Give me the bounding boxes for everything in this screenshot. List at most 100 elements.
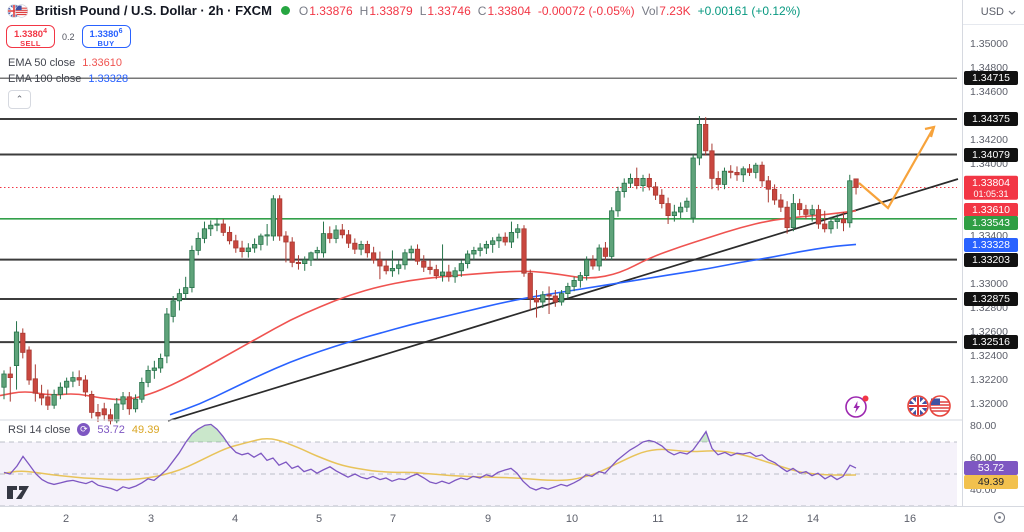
candle	[364, 243, 370, 254]
candle	[753, 164, 759, 173]
buy-price: 1.3380	[89, 29, 119, 41]
candle	[264, 234, 270, 237]
candle	[571, 279, 577, 287]
price-scale-tick: 1.33000	[970, 278, 1008, 290]
candle	[414, 248, 421, 262]
candle	[621, 182, 627, 192]
candle	[277, 198, 283, 237]
candle	[95, 411, 101, 417]
candle	[439, 271, 446, 276]
time-axis-label: 9	[484, 513, 492, 525]
sell-button[interactable]: 1.33804 SELL	[6, 25, 55, 48]
candle	[809, 209, 815, 215]
candle	[233, 240, 239, 249]
price-chart-canvas[interactable]	[0, 0, 962, 506]
candle	[465, 253, 471, 264]
candle	[320, 233, 327, 254]
candle	[815, 209, 822, 225]
forecast-arrow[interactable]	[858, 126, 935, 210]
open-label: O	[298, 3, 309, 18]
candle	[546, 294, 552, 297]
candle	[508, 231, 515, 243]
open-value: 1.33876	[309, 3, 353, 18]
candle	[139, 381, 145, 400]
candle	[590, 259, 596, 267]
candle	[345, 234, 352, 244]
candle	[82, 379, 89, 393]
candle	[853, 178, 859, 188]
time-axis-label: 11	[652, 513, 664, 525]
candle	[659, 194, 665, 204]
ema50-legend[interactable]: EMA 50 close 1.33610	[8, 57, 122, 69]
rsi-refresh-icon[interactable]: ⟳	[77, 423, 91, 436]
candle	[784, 206, 790, 228]
scale-reset-icon[interactable]	[993, 511, 1006, 529]
candle	[847, 180, 853, 224]
uk-flag-icon	[907, 395, 929, 417]
price-levels	[0, 77, 957, 344]
candle	[220, 223, 226, 233]
candle	[151, 367, 157, 371]
pair-flags-badge[interactable]	[907, 395, 951, 422]
price-label-pill: 1.34079	[964, 147, 1018, 162]
collapse-pane-button[interactable]: ⌃	[8, 90, 31, 109]
candle	[640, 177, 646, 186]
candles-layer	[1, 116, 859, 425]
price-label-pill: 1.34715	[964, 71, 1018, 86]
candle	[527, 272, 533, 299]
candle	[458, 263, 464, 272]
candle	[314, 249, 320, 254]
candle	[822, 223, 828, 230]
time-axis[interactable]: 2 3 4 5 7 9 10 11 12 14 16	[0, 506, 1024, 532]
candle	[402, 252, 408, 266]
trade-panel: 1.33804 SELL 0.2 1.33806 BUY	[6, 25, 131, 48]
time-axis-label: 7	[389, 513, 397, 525]
chevron-up-icon: ⌃	[15, 94, 24, 104]
candle	[496, 236, 502, 242]
candle	[352, 242, 358, 250]
candle	[721, 170, 728, 185]
sell-price: 1.3380	[14, 29, 44, 41]
alert-badge[interactable]	[844, 393, 872, 424]
price-scale[interactable]: USD 1.35000 1.34800 1.34600 1.34200 1.34000 1…	[962, 0, 1024, 506]
candle	[226, 231, 233, 242]
currency-selector[interactable]: USD	[981, 6, 1016, 18]
candle	[678, 206, 684, 213]
candle	[690, 157, 696, 219]
candle	[339, 229, 345, 236]
ema100-legend[interactable]: EMA 100 close 1.33328	[8, 73, 128, 85]
buy-button[interactable]: 1.33806 BUY	[81, 25, 131, 48]
candle	[158, 357, 164, 369]
high-label: H	[359, 3, 369, 18]
volume-value: 7.23K	[659, 3, 691, 18]
candle	[728, 170, 734, 173]
candle	[1, 373, 7, 388]
candle	[295, 261, 302, 264]
us-flag-icon	[929, 395, 951, 417]
candle	[107, 414, 114, 422]
candle	[283, 235, 289, 243]
time-axis-label: 14	[806, 513, 820, 525]
spread-value: 0.2	[60, 31, 77, 42]
price-label-pill: 53.72	[964, 461, 1018, 476]
candle	[696, 124, 703, 159]
candle	[132, 398, 139, 410]
price-scale-tick: 1.32200	[970, 374, 1008, 386]
candle	[734, 171, 740, 176]
chevron-down-icon	[1008, 10, 1016, 15]
candle	[646, 177, 652, 188]
candle	[32, 378, 38, 394]
candle	[490, 240, 496, 245]
candle	[671, 211, 677, 216]
rsi-legend[interactable]: RSI 14 close ⟳ 53.72 49.39	[8, 423, 159, 436]
candle	[665, 203, 671, 217]
symbol-title[interactable]: British Pound / U.S. Dollar · 2h · FXCM	[35, 3, 272, 18]
price-label-pill: 49.39	[964, 474, 1018, 489]
candle	[803, 209, 809, 215]
time-axis-label: 5	[315, 513, 323, 525]
candle	[89, 393, 95, 413]
ema100-label: EMA 100 close	[8, 73, 82, 85]
price-label-pill: 1.33543	[964, 215, 1018, 230]
price-scale-tick: 1.34800	[970, 62, 1008, 74]
candle	[577, 275, 583, 281]
